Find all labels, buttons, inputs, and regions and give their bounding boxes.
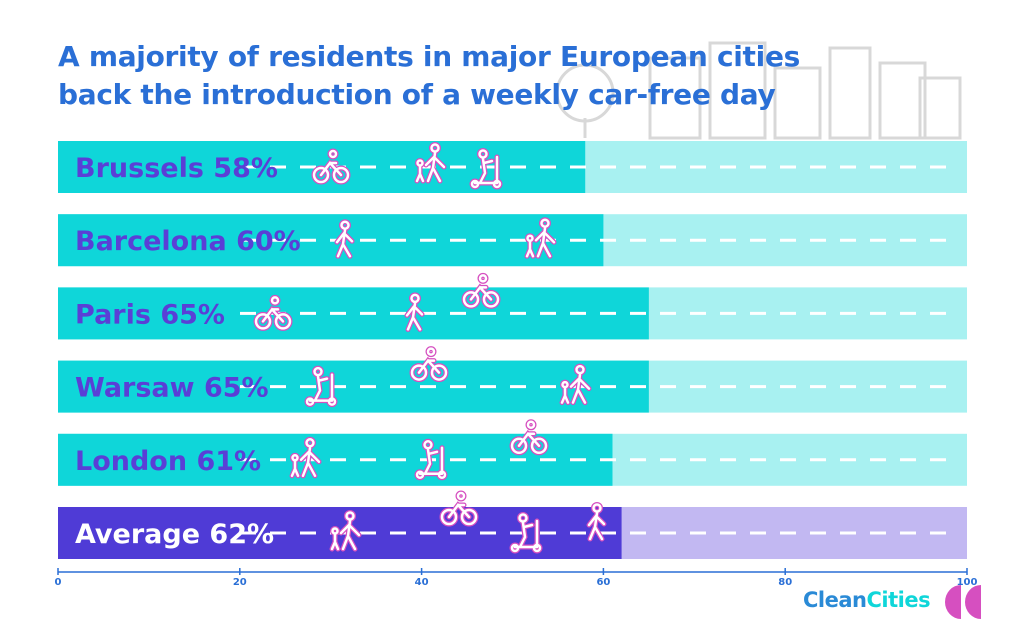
- parent-child-icon-inner: [525, 218, 556, 258]
- pedestrian-icon-inner: [587, 503, 606, 541]
- logo-mark-icon: [944, 585, 981, 619]
- bar-label: London 61%: [75, 446, 261, 477]
- bar-label: Average 62%: [75, 519, 274, 550]
- bar-row-average: Average 62%: [58, 490, 967, 559]
- bicycle-icon-inner: [254, 296, 292, 330]
- bar-row-london: London 61%: [58, 419, 967, 486]
- title-line-2: back the introduction of a weekly car-fr…: [58, 78, 776, 111]
- scooter-icon-inner: [510, 513, 542, 553]
- scooter-icon-inner: [305, 366, 337, 406]
- bicycle-icon-inner: [510, 420, 548, 455]
- bicycle-icon-inner: [440, 491, 478, 526]
- parent-child-icon-inner: [330, 511, 361, 551]
- parent-child-icon-inner: [415, 143, 446, 183]
- x-tick-label: 20: [233, 577, 247, 588]
- x-tick-label: 100: [957, 577, 978, 588]
- chart-title: A majority of residents in major Europea…: [58, 38, 800, 114]
- bar-row-warsaw: Warsaw 65%: [58, 346, 967, 413]
- bar-label: Warsaw 65%: [75, 373, 269, 404]
- pedestrian-icon-inner: [405, 293, 424, 331]
- bar-row-barcelona: Barcelona 60%: [58, 214, 967, 267]
- title-line-1: A majority of residents in major Europea…: [58, 40, 800, 73]
- cleancities-logo: CleanCities: [803, 583, 991, 619]
- bicycle-icon-inner: [462, 274, 500, 308]
- x-tick-label: 80: [778, 577, 792, 588]
- bar-label: Paris 65%: [75, 299, 225, 330]
- bar-row-brussels: Brussels 58%: [58, 141, 967, 193]
- bar-label: Brussels 58%: [75, 153, 278, 184]
- bicycle-icon-inner: [410, 347, 448, 381]
- parent-child-icon-inner: [560, 364, 591, 404]
- bar-row-paris: Paris 65%: [58, 272, 967, 340]
- city-skyline-illustration: [555, 41, 962, 140]
- pedestrian-icon-inner: [335, 220, 354, 258]
- x-tick-label: 40: [415, 577, 429, 588]
- bicycle-icon-inner: [312, 149, 350, 184]
- scooter-icon-inner: [470, 149, 502, 189]
- bar-label: Barcelona 60%: [75, 226, 301, 257]
- x-tick-label: 0: [55, 577, 62, 588]
- scooter-icon-inner: [415, 440, 447, 480]
- parent-child-icon-inner: [290, 438, 321, 478]
- x-tick-label: 60: [596, 577, 610, 588]
